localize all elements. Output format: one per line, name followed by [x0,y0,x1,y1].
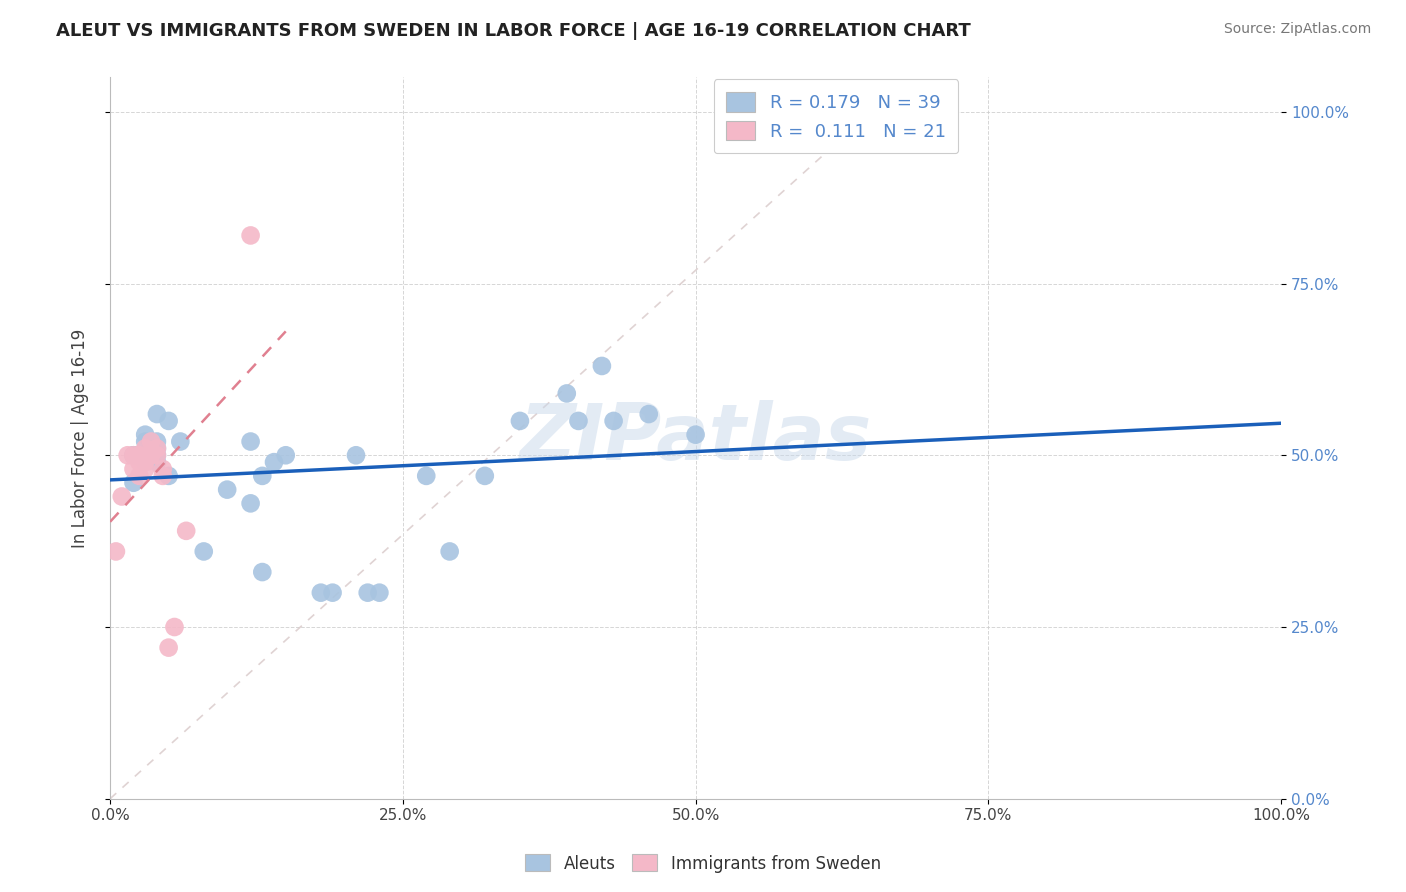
Y-axis label: In Labor Force | Age 16-19: In Labor Force | Age 16-19 [72,328,89,548]
Point [128,455,150,469]
Point [415,469,437,483]
Point [139,448,162,462]
Point [134,455,156,469]
Point [134,427,156,442]
Point [555,386,578,401]
Point [146,448,169,462]
Point [152,462,174,476]
Point [146,448,169,462]
Point [439,544,461,558]
Point [163,620,186,634]
Point [104,544,127,558]
Point [134,442,156,456]
Point [128,448,150,462]
Point [122,475,145,490]
Point [146,442,169,456]
Point [263,455,285,469]
Point [134,462,156,476]
Point [685,427,707,442]
Point [193,544,215,558]
Point [169,434,191,449]
Point [591,359,613,373]
Point [157,640,180,655]
Point [146,455,169,469]
Point [239,434,262,449]
Legend: R = 0.179   N = 39, R =  0.111   N = 21: R = 0.179 N = 39, R = 0.111 N = 21 [714,79,959,153]
Point [637,407,659,421]
Legend: Aleuts, Immigrants from Sweden: Aleuts, Immigrants from Sweden [519,847,887,880]
Point [139,434,162,449]
Point [157,469,180,483]
Point [368,585,391,599]
Point [122,462,145,476]
Point [509,414,531,428]
Point [128,469,150,483]
Text: ZIPatlas: ZIPatlas [519,401,872,476]
Text: ALEUT VS IMMIGRANTS FROM SWEDEN IN LABOR FORCE | AGE 16-19 CORRELATION CHART: ALEUT VS IMMIGRANTS FROM SWEDEN IN LABOR… [56,22,972,40]
Text: Source: ZipAtlas.com: Source: ZipAtlas.com [1223,22,1371,37]
Point [134,455,156,469]
Point [309,585,332,599]
Point [146,442,169,456]
Point [217,483,239,497]
Point [157,414,180,428]
Point [152,469,174,483]
Point [252,469,274,483]
Point [134,434,156,449]
Point [174,524,197,538]
Point [111,490,134,504]
Point [357,585,380,599]
Point [122,448,145,462]
Point [122,448,145,462]
Point [146,434,169,449]
Point [146,407,169,421]
Point [602,414,624,428]
Point [239,228,262,243]
Point [122,448,145,462]
Point [344,448,367,462]
Point [117,448,139,462]
Point [274,448,297,462]
Point [134,448,156,462]
Point [567,414,589,428]
Point [134,448,156,462]
Point [474,469,496,483]
Point [252,565,274,579]
Point [239,496,262,510]
Point [322,585,344,599]
